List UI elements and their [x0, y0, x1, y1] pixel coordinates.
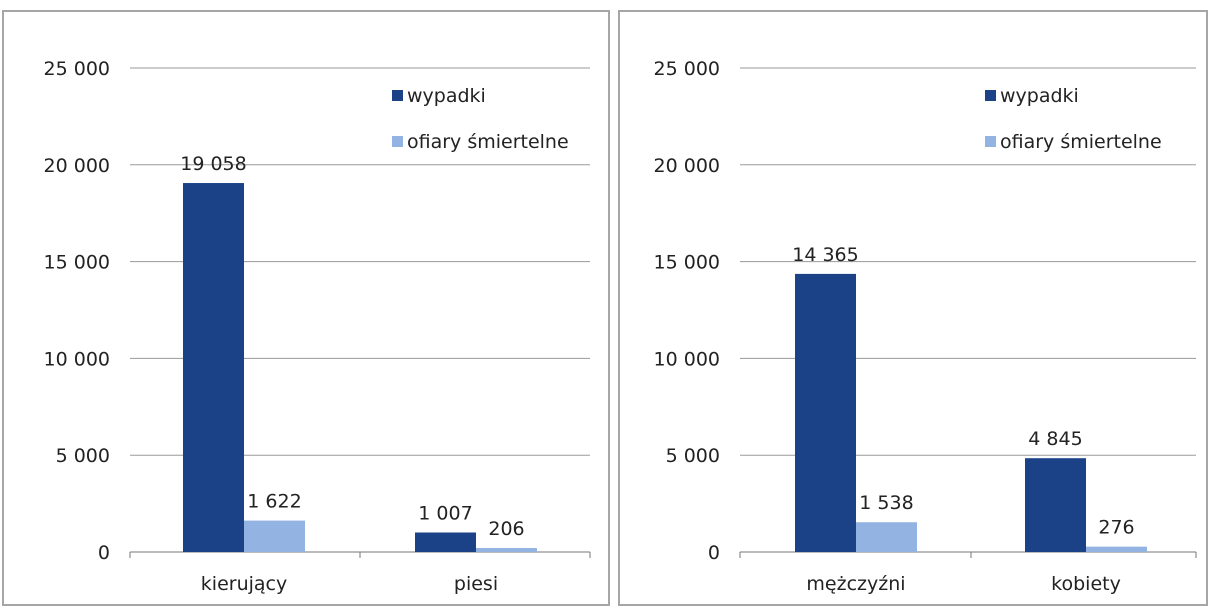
- y-tick-label: 25 000: [654, 58, 720, 80]
- legend-swatch: [392, 136, 403, 147]
- bar-chart-drivers-pedestrians: 0 5 000 10 000 15 000 20 000 25 000 19 058 1 00…: [44, 58, 591, 595]
- y-tick-label: 10 000: [654, 348, 720, 370]
- data-label: 1 622: [247, 491, 301, 513]
- data-label: 206: [488, 518, 524, 540]
- bar: [244, 520, 305, 552]
- y-tick-label: 15 000: [44, 252, 110, 274]
- legend-swatch: [392, 90, 403, 101]
- chart-panel-men-women: 0 5 000 10 000 15 000 20 000 25 000 14 365 4 84…: [618, 10, 1208, 606]
- y-tick-label: 5 000: [56, 445, 110, 467]
- data-label: 1 538: [859, 492, 913, 514]
- x-tick-label: kierujący: [201, 573, 287, 595]
- bar: [795, 273, 856, 552]
- y-tick-label: 25 000: [44, 58, 110, 80]
- data-label: 1 007: [418, 503, 472, 525]
- bar: [1086, 546, 1147, 552]
- y-tick-label: 0: [708, 542, 720, 564]
- data-label: 19 058: [180, 153, 246, 175]
- y-tick-label: 5 000: [666, 445, 720, 467]
- data-label: 276: [1098, 517, 1134, 539]
- bar: [183, 183, 244, 553]
- y-tick-label: 20 000: [654, 155, 720, 177]
- y-tick-label: 10 000: [44, 348, 110, 370]
- legend-label: wypadki: [407, 85, 486, 107]
- bar: [476, 548, 537, 552]
- bar-chart-men-women: 0 5 000 10 000 15 000 20 000 25 000 14 365 4 84…: [654, 58, 1197, 595]
- legend-label: ofiary śmiertelne: [1000, 131, 1162, 153]
- y-tick-label: 0: [98, 542, 110, 564]
- legend-label: ofiary śmiertelne: [407, 131, 569, 153]
- chart-panel-drivers-pedestrians: 0 5 000 10 000 15 000 20 000 25 000 19 058 1 00…: [2, 10, 610, 606]
- data-label: 14 365: [792, 244, 858, 266]
- bar: [856, 522, 917, 552]
- data-label: 4 845: [1028, 428, 1082, 450]
- x-tick-label: kobiety: [1051, 573, 1121, 595]
- legend-label: wypadki: [1000, 85, 1079, 107]
- y-tick-label: 15 000: [654, 252, 720, 274]
- bar: [415, 532, 476, 552]
- legend-swatch: [985, 90, 996, 101]
- bar: [1025, 458, 1086, 552]
- x-tick-label: piesi: [454, 573, 498, 595]
- x-tick-label: mężczyźni: [806, 573, 905, 595]
- legend-swatch: [985, 136, 996, 147]
- y-tick-label: 20 000: [44, 155, 110, 177]
